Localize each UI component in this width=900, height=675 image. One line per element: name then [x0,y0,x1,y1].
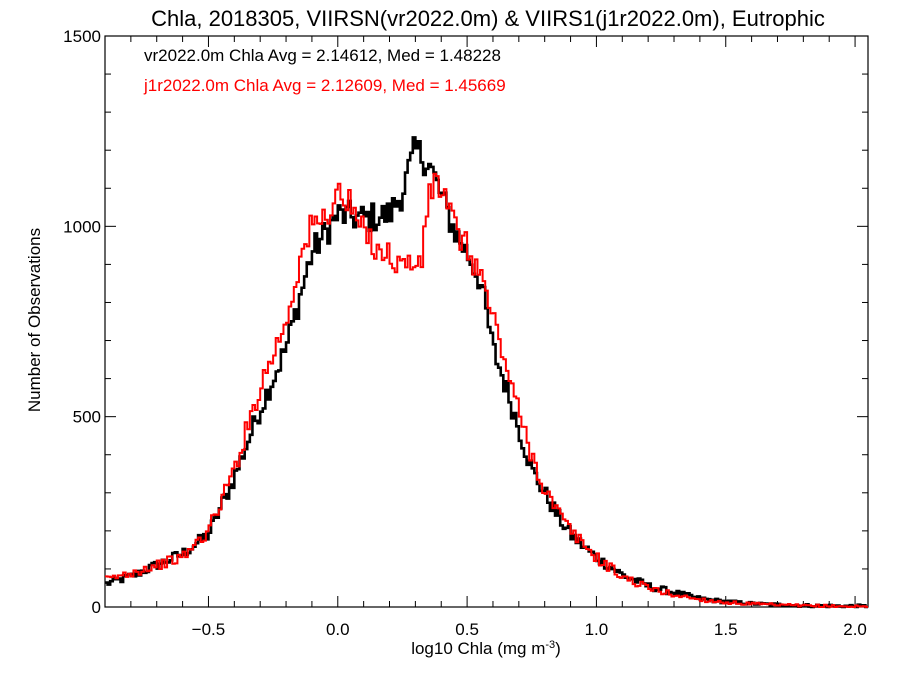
x-axis-label-close: ) [555,639,561,658]
y-tick-label: 1000 [63,217,101,236]
y-tick-label: 500 [73,408,101,427]
series-line-j1r2022-0m [105,172,868,608]
y-tick-label: 0 [92,598,101,617]
x-tick-label: 1.5 [714,620,738,639]
series-line-vr2022-0m [105,136,868,609]
plot-frame [104,35,869,608]
y-tick-label: 1500 [63,27,101,46]
x-tick-label: 0.5 [455,620,479,639]
annotation-vr2022: vr2022.0m Chla Avg = 2.14612, Med = 1.48… [144,46,501,65]
x-axis-label-superscript: -3 [545,639,555,651]
y-axis-label: Number of Observations [25,228,44,412]
axis-ticks [104,35,868,608]
x-axis-label-text: log10 Chla (mg m [411,639,545,658]
x-tick-label: 0.0 [326,620,350,639]
x-tick-label: 1.0 [585,620,609,639]
y-tick-labels: 0 500 1000 1500 [63,27,101,617]
x-axis-label: log10 Chla (mg m-3) [411,639,561,658]
annotation-j1r2022: j1r2022.0m Chla Avg = 2.12609, Med = 1.4… [143,76,506,95]
chart-title: Chla, 2018305, VIIRSN(vr2022.0m) & VIIRS… [151,6,825,31]
series-layer [105,136,868,609]
x-tick-label: 2.0 [843,620,867,639]
x-tick-label: −0.5 [192,620,226,639]
x-tick-labels: −0.5 0.0 0.5 1.0 1.5 2.0 [192,620,867,639]
